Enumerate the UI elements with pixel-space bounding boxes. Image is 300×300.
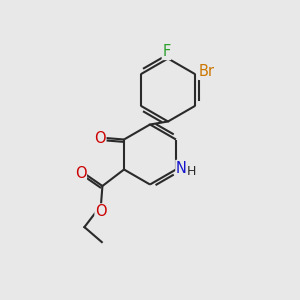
- Text: O: O: [95, 204, 107, 219]
- Text: O: O: [75, 166, 86, 181]
- Text: H: H: [187, 165, 196, 178]
- Text: N: N: [176, 160, 187, 175]
- Text: O: O: [94, 130, 106, 146]
- Text: Br: Br: [199, 64, 215, 79]
- Text: F: F: [162, 44, 171, 59]
